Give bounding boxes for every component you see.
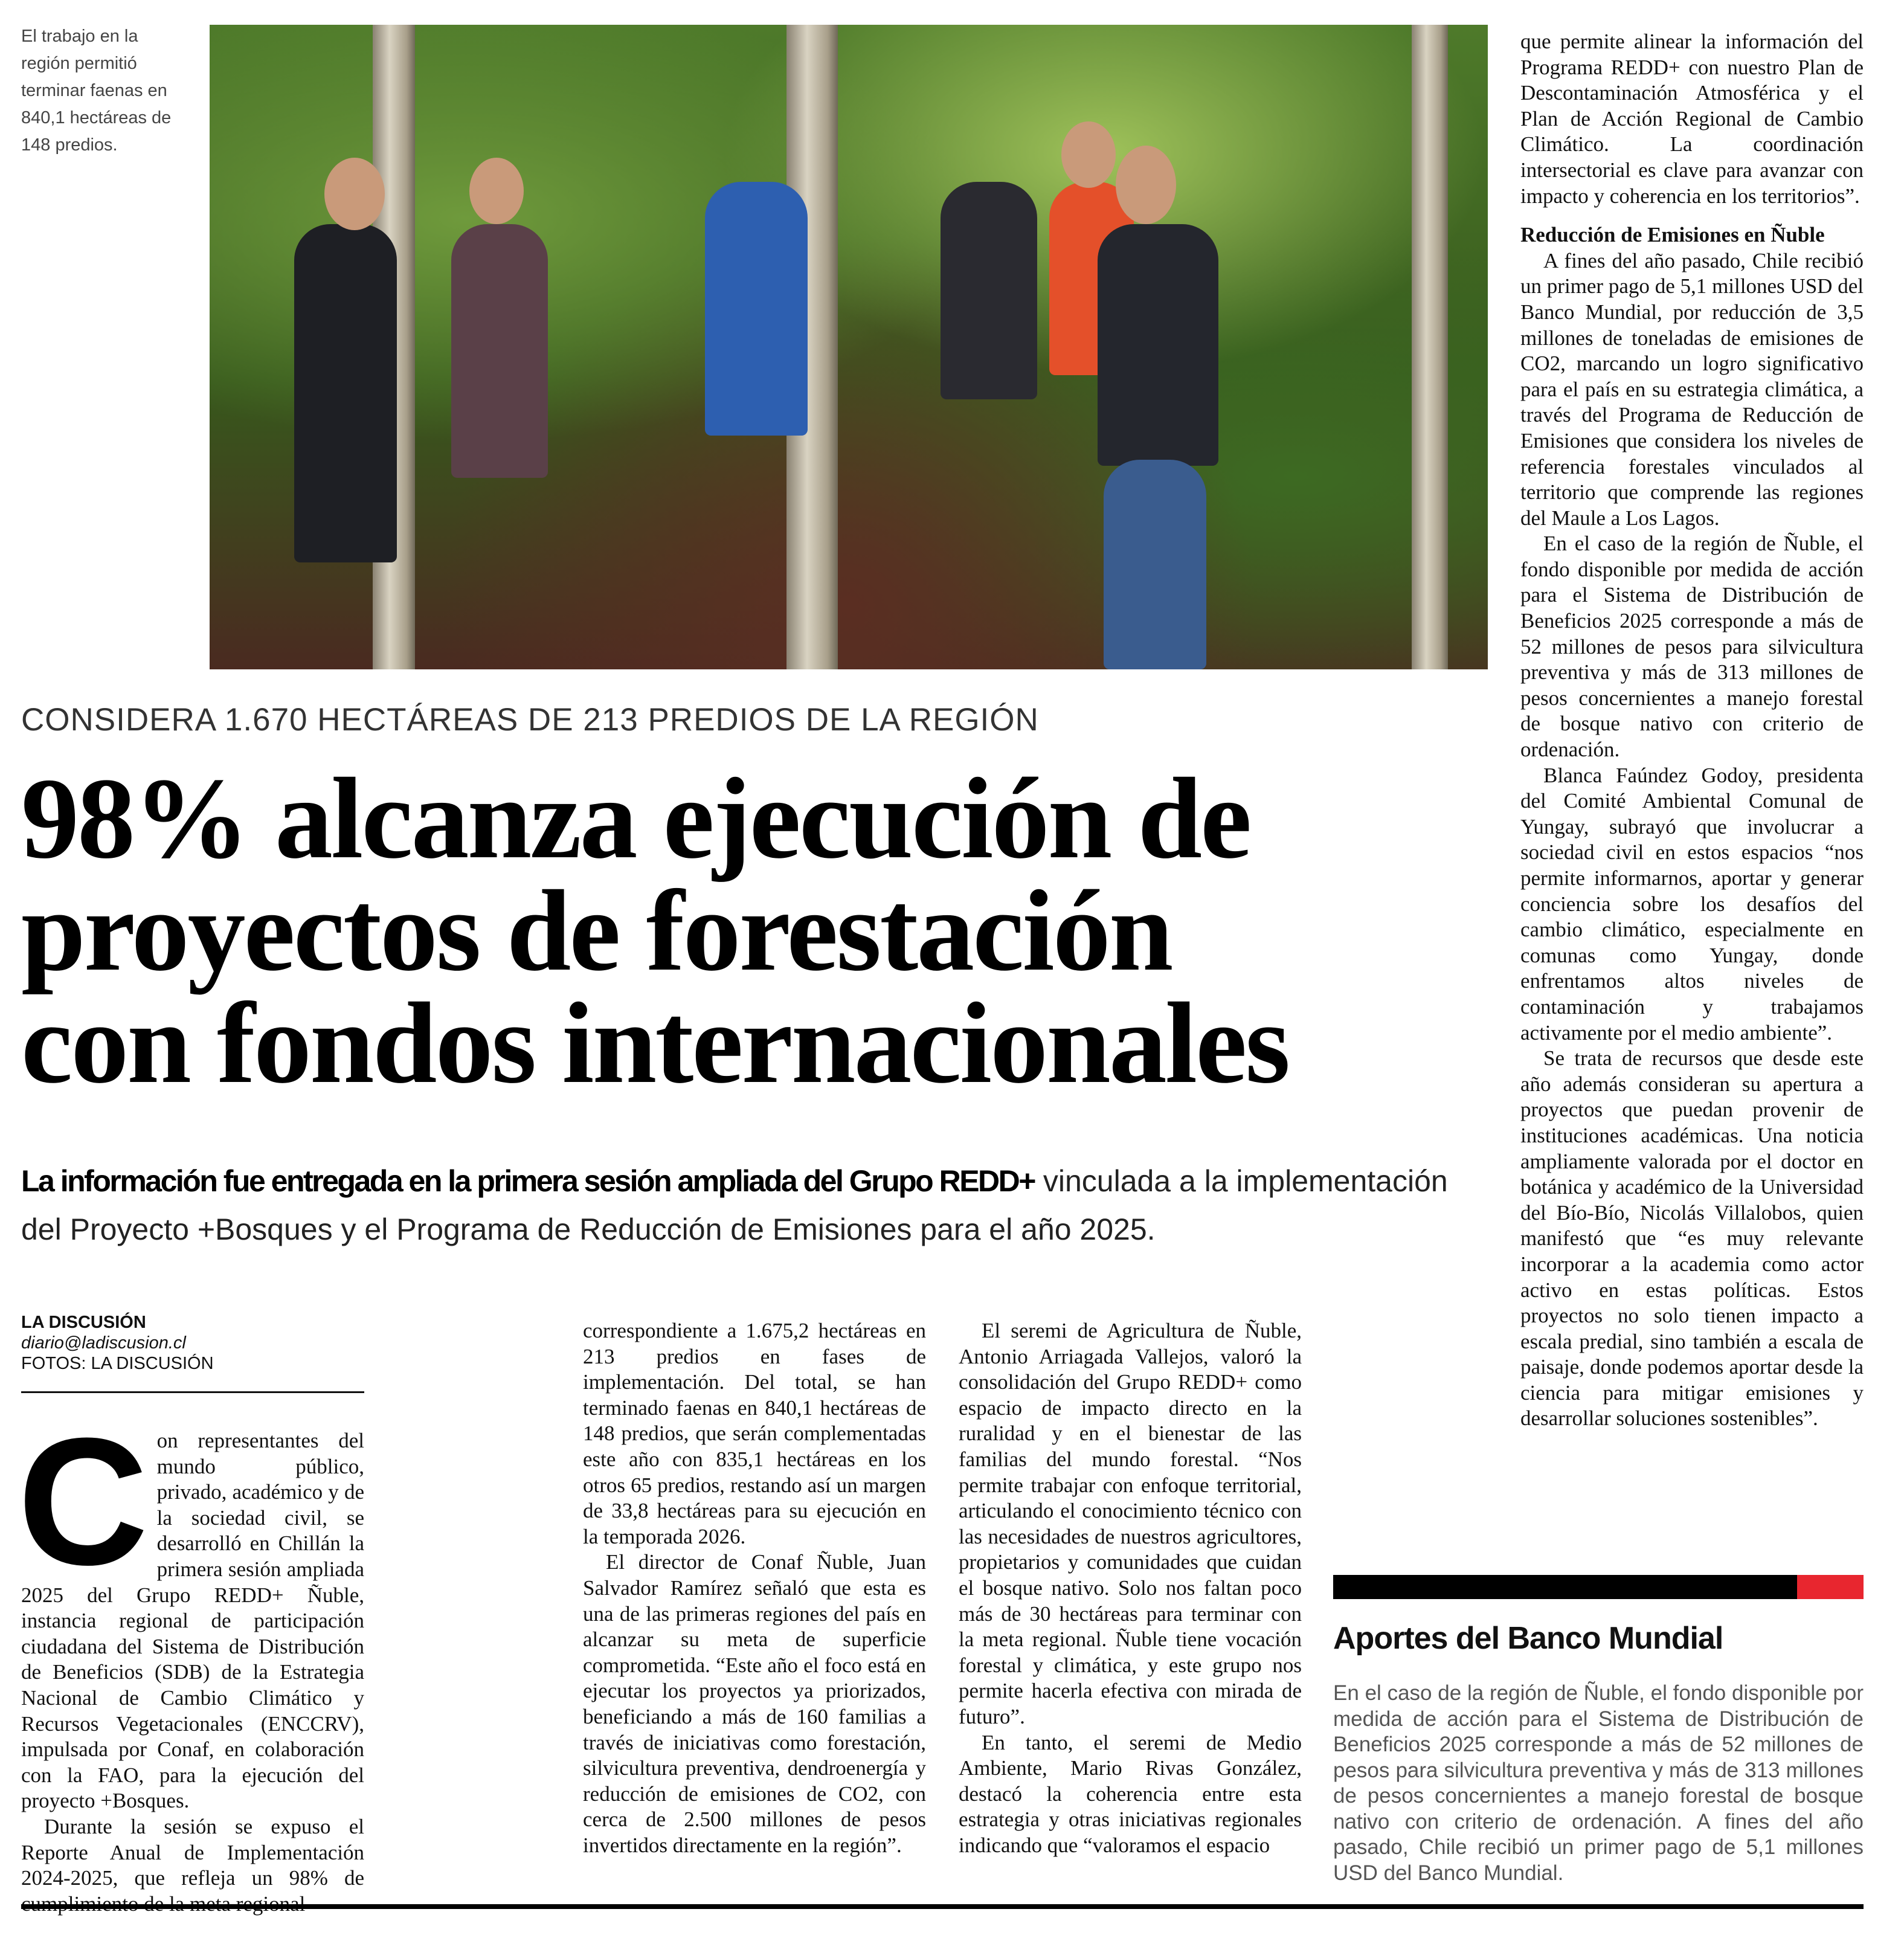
deck: La información fue entregada en la prime… — [21, 1157, 1483, 1254]
body-column-4: que permite alinear la información del P… — [1520, 29, 1864, 1432]
headline-line: con fondos internacionales — [21, 979, 1290, 1107]
paragraph: correspondiente a 1.675,2 hectáreas en 2… — [583, 1319, 926, 1548]
byline-org: LA DISCUSIÓN — [21, 1313, 146, 1332]
paragraph: En el caso de la región de Ñuble, el fon… — [1520, 532, 1864, 762]
paragraph: on representantes del mundo público, pri… — [21, 1429, 364, 1813]
body-column-3: El seremi de Agricultura de Ñuble, Anton… — [959, 1318, 1302, 1858]
byline-email[interactable]: diario@ladiscusion.cl — [21, 1333, 186, 1353]
paragraph: El director de Conaf Ñuble, Juan Salvado… — [583, 1550, 926, 1857]
sidebox-title: Aportes del Banco Mundial — [1333, 1621, 1723, 1656]
deck-bold: La información fue entregada en la prime… — [21, 1164, 1036, 1198]
photo-caption: El trabajo en la región permitió termina… — [21, 27, 172, 155]
paragraph: A fines del año pasado, Chile recibió un… — [1520, 248, 1864, 530]
headline-line: proyectos de forestación — [21, 866, 1174, 995]
paragraph: Se trata de recursos que desde este año … — [1520, 1046, 1864, 1431]
headline: 98% alcanza ejecución de proyectos de fo… — [21, 754, 1495, 1107]
sidebox-text: En el caso de la región de Ñuble, el fon… — [1333, 1681, 1864, 1885]
body-column-2: correspondiente a 1.675,2 hectáreas en 2… — [583, 1318, 926, 1858]
headline-line: 98% alcanza ejecución de — [21, 754, 1252, 883]
sidebox-accent — [1797, 1575, 1864, 1599]
paragraph: El seremi de Agricultura de Ñuble, Anton… — [959, 1319, 1302, 1728]
sidebox-bar — [1333, 1575, 1864, 1599]
divider — [21, 1391, 364, 1393]
deck-rest: vinculada a la implementación del Proyec… — [21, 1164, 1448, 1246]
byline: LA DISCUSIÓN diario@ladiscusion.cl FOTOS… — [21, 1312, 214, 1374]
byline-photos: FOTOS: LA DISCUSIÓN — [21, 1354, 214, 1373]
body-column-1: C on representantes del mundo público, p… — [18, 1400, 364, 1917]
drop-cap: C — [18, 1400, 149, 1603]
subheading: Reducción de Emisiones en Ñuble — [1520, 223, 1825, 247]
paragraph: Blanca Faúndez Godoy, presidenta del Com… — [1520, 763, 1864, 1045]
paragraph: En tanto, el seremi de Medio Ambiente, M… — [959, 1730, 1302, 1857]
paragraph: Durante la sesión se expuso el Reporte A… — [21, 1814, 364, 1916]
kicker: CONSIDERA 1.670 HECTÁREAS DE 213 PREDIOS… — [21, 702, 1039, 738]
paragraph: que permite alinear la información del P… — [1520, 30, 1864, 208]
forest-photo — [210, 25, 1488, 669]
bottom-rule — [21, 1904, 1864, 1909]
